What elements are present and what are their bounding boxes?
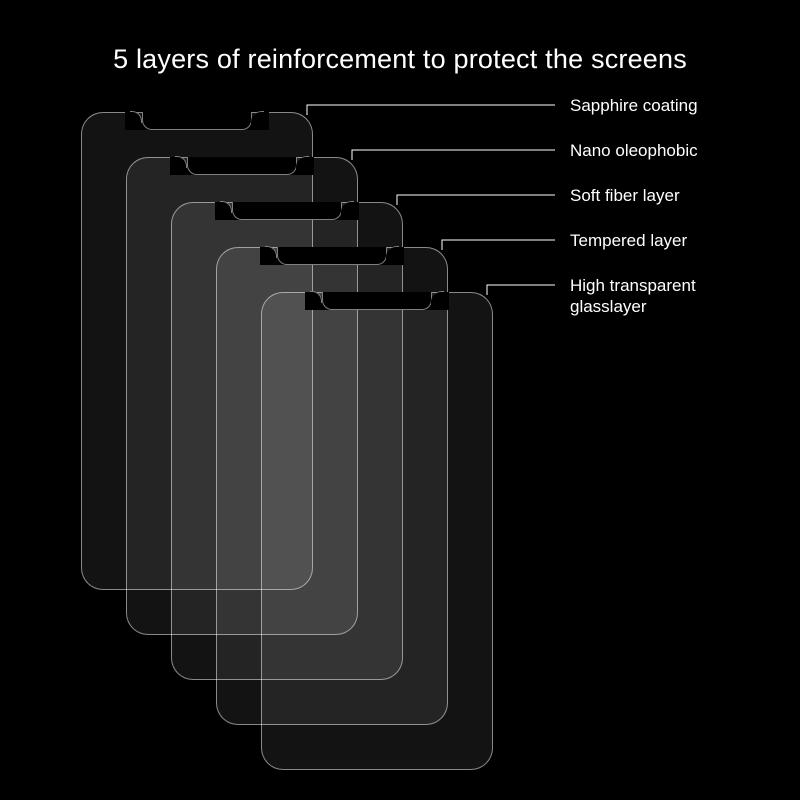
layers-diagram: Sapphire coating Nano oleophobic Soft fibe…	[0, 0, 800, 800]
leader-line-2	[395, 193, 557, 207]
screen-layer-4	[261, 292, 493, 770]
leader-line-3	[440, 238, 557, 252]
layer-label-1: Nano oleophobic	[570, 140, 698, 161]
layer-label-2: Soft fiber layer	[570, 185, 680, 206]
layer-label-4: High transparent glasslayer	[570, 275, 696, 318]
leader-line-1	[350, 148, 557, 162]
leader-line-0	[305, 103, 557, 117]
leader-line-4	[485, 283, 557, 297]
layer-label-0: Sapphire coating	[570, 95, 698, 116]
layer-label-3: Tempered layer	[570, 230, 687, 251]
